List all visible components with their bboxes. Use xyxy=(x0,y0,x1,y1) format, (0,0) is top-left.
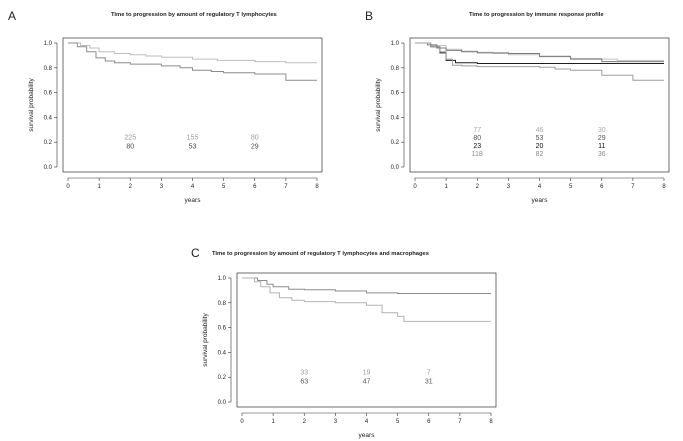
plot-frame xyxy=(409,37,670,173)
panel-title: Time to progression by amount of regulat… xyxy=(212,251,429,257)
survival-curve xyxy=(68,42,317,81)
y-tick-label: 1.0 xyxy=(44,41,53,47)
y-tick-label: 0.2 xyxy=(218,375,227,381)
at-risk-count: 118 xyxy=(472,151,483,158)
y-tick-label: 0.8 xyxy=(218,301,227,307)
x-tick-label: 4 xyxy=(365,419,369,425)
at-risk-count: 29 xyxy=(251,144,259,151)
panel-title: Time to progression by amount of regulat… xyxy=(111,12,277,18)
x-tick-label: 2 xyxy=(303,419,307,425)
at-risk-count: 53 xyxy=(189,144,197,151)
at-risk-count: 30 xyxy=(598,127,606,134)
x-tick-label: 7 xyxy=(631,184,635,190)
at-risk-count: 80 xyxy=(473,135,481,142)
panel-a: A Time to progression by amount of regul… xyxy=(8,9,323,204)
y-tick-label: 0.0 xyxy=(44,165,53,171)
at-risk-count: 19 xyxy=(363,370,371,377)
at-risk-count: 11 xyxy=(598,143,605,150)
x-tick-label: 7 xyxy=(458,419,462,425)
y-tick-label: 1.0 xyxy=(391,41,400,47)
x-tick-label: 8 xyxy=(489,419,493,425)
at-risk-count: 225 xyxy=(124,135,136,142)
x-tick-label: 0 xyxy=(240,419,244,425)
panel-b: B Time to progression by immune response… xyxy=(365,9,670,204)
panel-letter: A xyxy=(8,9,16,23)
y-tick-label: 0.4 xyxy=(44,115,53,121)
at-risk-count: 31 xyxy=(425,379,433,386)
survival-curve xyxy=(415,42,664,81)
survival-curve xyxy=(242,277,491,322)
at-risk-count: 80 xyxy=(251,135,259,142)
x-tick-label: 5 xyxy=(222,184,226,190)
at-risk-count: 77 xyxy=(473,127,481,134)
at-risk-count: 29 xyxy=(598,135,606,142)
y-tick-label: 0.4 xyxy=(391,115,400,121)
y-tick-label: 0.2 xyxy=(391,140,400,146)
y-tick-label: 0.0 xyxy=(391,165,400,171)
panel-letter: B xyxy=(365,9,373,23)
at-risk-count: 47 xyxy=(363,379,371,386)
at-risk-count: 23 xyxy=(473,143,481,150)
at-risk-count: 155 xyxy=(187,135,199,142)
x-axis-title: years xyxy=(185,197,202,204)
x-axis-title: years xyxy=(359,432,376,439)
x-tick-label: 8 xyxy=(662,184,666,190)
y-tick-label: 0.6 xyxy=(218,326,227,332)
x-tick-label: 6 xyxy=(600,184,604,190)
y-axis-title: survival probability xyxy=(28,78,35,132)
y-tick-label: 0.4 xyxy=(218,350,227,356)
y-tick-label: 0.6 xyxy=(44,91,53,97)
at-risk-count: 7 xyxy=(427,370,431,377)
x-tick-label: 0 xyxy=(413,184,417,190)
panel-title: Time to progression by immune response p… xyxy=(469,12,604,18)
at-risk-count: 80 xyxy=(126,144,134,151)
x-tick-label: 4 xyxy=(538,184,542,190)
x-tick-label: 8 xyxy=(315,184,319,190)
x-tick-label: 3 xyxy=(507,184,511,190)
panel-c: C Time to progression by amount of regul… xyxy=(191,246,497,439)
at-risk-count: 53 xyxy=(536,135,544,142)
y-tick-label: 0.6 xyxy=(391,91,400,97)
y-axis-title: survival probability xyxy=(202,313,209,367)
plot-frame xyxy=(236,272,497,408)
at-risk-count: 46 xyxy=(536,127,544,134)
x-tick-label: 0 xyxy=(66,184,70,190)
x-tick-label: 6 xyxy=(427,419,431,425)
x-tick-label: 2 xyxy=(476,184,480,190)
x-tick-label: 6 xyxy=(253,184,257,190)
x-axis-title: years xyxy=(532,197,549,204)
survival-curve xyxy=(68,42,317,64)
y-axis-title: survival probability xyxy=(375,78,382,132)
y-tick-label: 1.0 xyxy=(218,276,227,282)
panel-letter: C xyxy=(191,246,200,260)
x-tick-label: 4 xyxy=(191,184,195,190)
y-tick-label: 0.8 xyxy=(391,66,400,72)
x-tick-label: 5 xyxy=(396,419,400,425)
x-tick-label: 1 xyxy=(444,184,448,190)
at-risk-count: 36 xyxy=(598,151,606,158)
x-tick-label: 3 xyxy=(160,184,164,190)
survival-curve xyxy=(415,42,664,63)
y-tick-label: 0.2 xyxy=(44,140,53,146)
at-risk-count: 33 xyxy=(300,370,308,377)
y-tick-label: 0.0 xyxy=(218,400,227,406)
survival-curve xyxy=(415,42,664,61)
y-tick-label: 0.8 xyxy=(44,66,53,72)
plot-frame xyxy=(62,37,323,173)
x-tick-label: 2 xyxy=(129,184,133,190)
at-risk-count: 82 xyxy=(536,151,544,158)
x-tick-label: 5 xyxy=(569,184,573,190)
x-tick-label: 7 xyxy=(284,184,288,190)
survival-curve xyxy=(242,277,491,294)
at-risk-count: 63 xyxy=(300,379,308,386)
x-tick-label: 1 xyxy=(271,419,275,425)
x-tick-label: 1 xyxy=(97,184,101,190)
x-tick-label: 3 xyxy=(334,419,338,425)
at-risk-count: 20 xyxy=(536,143,544,150)
